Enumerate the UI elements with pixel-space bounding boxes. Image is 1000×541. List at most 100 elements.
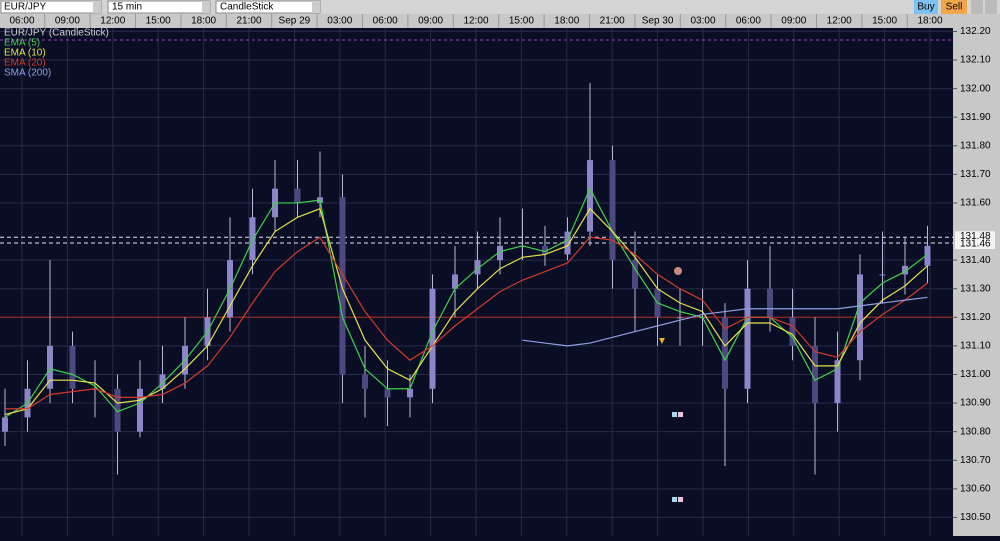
sell-button[interactable]	[941, 0, 967, 14]
interval: 15 min	[112, 2, 142, 13]
x-tick-label: 12:00	[100, 16, 125, 27]
dropdown-arrow	[202, 1, 210, 13]
dropdown-arrow	[93, 1, 101, 13]
price-tag	[955, 238, 995, 249]
candle-body	[789, 317, 796, 346]
marker	[678, 497, 683, 502]
candle-body	[497, 245, 503, 261]
candle-body	[857, 274, 863, 361]
x-tick-label: 09:00	[418, 16, 443, 27]
x-tick-label: 15:00	[872, 16, 897, 27]
marker	[678, 412, 683, 417]
candle-body	[879, 274, 886, 276]
candle-body	[294, 188, 301, 203]
x-tick-label: 12:00	[463, 16, 488, 27]
y-tick-label: 131.70	[960, 169, 991, 180]
candle-body	[767, 288, 773, 318]
x-tick-label: 06:00	[736, 16, 761, 27]
y-tick-label: 132.20	[960, 26, 991, 37]
candle-body	[924, 245, 931, 266]
candle-body	[137, 388, 143, 432]
candle-body	[834, 360, 841, 404]
candle-body	[249, 217, 256, 261]
x-tick-label: 18:00	[191, 16, 216, 27]
x-tick-label: 21:00	[600, 16, 625, 27]
marker	[674, 267, 682, 275]
tool-button[interactable]	[985, 0, 997, 14]
candle-body	[384, 388, 391, 398]
x-tick-label: 21:00	[236, 16, 261, 27]
x-tick-label: 09:00	[55, 16, 80, 27]
legend-entry: EMA (20)	[4, 58, 46, 69]
indicator-line	[522, 296, 928, 347]
symbol: EUR/JPY	[4, 2, 47, 13]
y-tick-label: 131.20	[960, 312, 991, 323]
x-axis-bar	[0, 14, 1000, 28]
candle-body	[564, 231, 571, 255]
x-tick-label: 18:00	[554, 16, 579, 27]
x-tick-label: 15:00	[146, 16, 171, 27]
y-tick-label: 131.60	[960, 198, 991, 209]
x-tick-label: Sep 30	[642, 16, 674, 27]
candle-body	[744, 288, 751, 389]
x-tick-label: 06:00	[9, 16, 34, 27]
dropdown-arrow	[312, 1, 320, 13]
candle-body	[902, 265, 908, 275]
candle-body	[812, 345, 818, 404]
candle-body	[587, 160, 593, 232]
sell-label: Sell	[946, 2, 963, 13]
tool-button[interactable]	[971, 0, 983, 14]
y-tick-label: 131.10	[960, 341, 991, 352]
candle-body	[452, 274, 458, 289]
indicator-line	[4, 207, 928, 416]
candle-body	[429, 288, 436, 389]
marker	[672, 412, 677, 417]
candle-body	[69, 345, 76, 389]
candle-body	[2, 417, 8, 432]
candle-body	[542, 245, 548, 255]
legend-entry: EMA (10)	[4, 48, 46, 59]
price-tag	[955, 231, 995, 242]
x-tick-label: 06:00	[373, 16, 398, 27]
price-label: 131.46	[960, 239, 991, 250]
marker	[659, 338, 665, 344]
x-tick-label: 12:00	[827, 16, 852, 27]
buy-button[interactable]	[914, 0, 938, 14]
y-axis-bar	[953, 28, 1000, 536]
marker	[672, 497, 677, 502]
y-tick-label: 131.90	[960, 112, 991, 123]
x-tick-label: 03:00	[690, 16, 715, 27]
y-tick-label: 131.40	[960, 255, 991, 266]
x-tick-label: 18:00	[917, 16, 942, 27]
legend-entry: SMA (200)	[4, 68, 51, 79]
candle-body	[632, 260, 638, 289]
candle-body	[114, 388, 121, 432]
y-tick-label: 131.30	[960, 283, 991, 294]
y-tick-label: 130.90	[960, 398, 991, 409]
y-tick-label: 131.00	[960, 369, 991, 380]
markers	[659, 267, 683, 502]
x-tick-label: Sep 29	[279, 16, 311, 27]
candle-body	[677, 317, 683, 319]
candle-body	[609, 160, 616, 261]
legend-entry: EMA (5)	[4, 38, 40, 49]
candle-body	[362, 374, 368, 389]
y-tick-label: 130.50	[960, 512, 991, 523]
candle-body	[339, 197, 346, 375]
x-tick-label: 09:00	[781, 16, 806, 27]
indicator-line	[5, 236, 928, 410]
candle-body	[474, 260, 481, 275]
candle-body	[407, 388, 413, 398]
y-tick-label: 130.80	[960, 426, 991, 437]
y-tick-label: 130.70	[960, 455, 991, 466]
y-tick-label: 132.10	[960, 55, 991, 66]
candle-body	[47, 345, 53, 389]
y-tick-label: 132.00	[960, 83, 991, 94]
chart-type: CandleStick	[220, 2, 274, 13]
price-label: 131.48	[960, 231, 991, 242]
y-tick-label: 130.60	[960, 483, 991, 494]
y-tick-label: 131.80	[960, 140, 991, 151]
indicator-line	[4, 187, 928, 418]
